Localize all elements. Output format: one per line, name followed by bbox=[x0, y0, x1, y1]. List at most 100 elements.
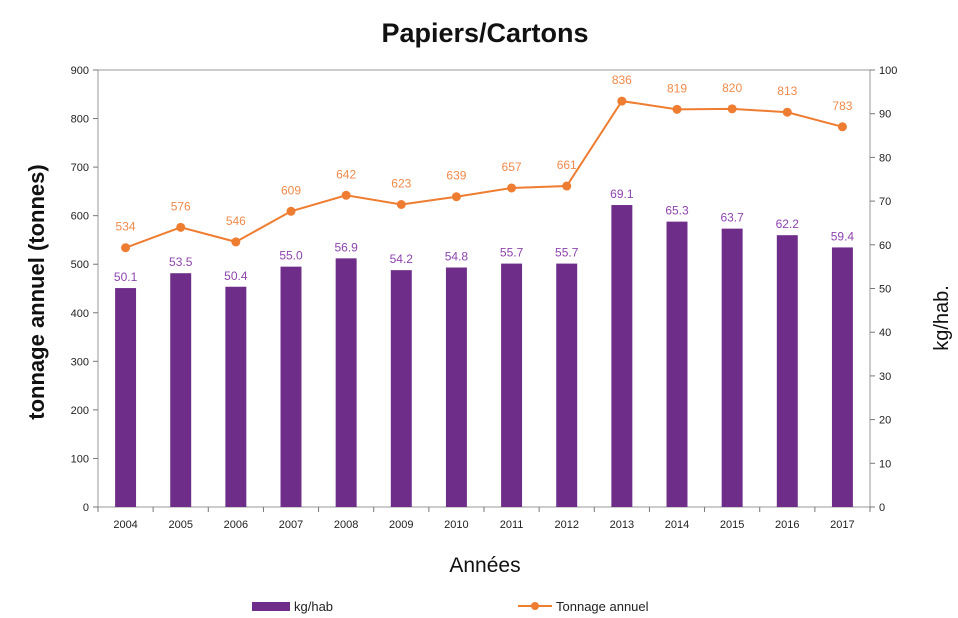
bar-value-label: 55.0 bbox=[279, 249, 303, 263]
bar-value-label: 65.3 bbox=[665, 204, 689, 218]
line-point bbox=[286, 206, 296, 216]
x-tick-label: 2007 bbox=[279, 519, 303, 531]
y-axis-right-title: kg/hab. bbox=[931, 285, 953, 351]
line-point bbox=[341, 190, 351, 200]
bar bbox=[611, 205, 633, 507]
bar bbox=[556, 263, 578, 507]
line-value-label: 642 bbox=[336, 167, 356, 181]
bar bbox=[501, 263, 523, 507]
x-tick-label: 2014 bbox=[665, 519, 689, 531]
legend-swatch-kg-hab bbox=[252, 602, 290, 611]
bar bbox=[666, 221, 688, 507]
legend-label-kg-hab: kg/hab bbox=[294, 599, 333, 614]
line-value-label: 576 bbox=[171, 199, 191, 213]
x-tick-label: 2015 bbox=[720, 519, 744, 531]
line-value-label: 820 bbox=[722, 81, 742, 95]
bar-value-label: 56.9 bbox=[334, 240, 358, 254]
bar-data-labels: 50.1 53.5 50.4 55.0 56.9 54.2 54.8 55.7 55.7 69.1… bbox=[114, 187, 855, 284]
line-point bbox=[782, 107, 792, 117]
line-value-label: 639 bbox=[446, 169, 466, 183]
bar bbox=[280, 266, 302, 507]
y-left-tick-label: 100 bbox=[71, 453, 89, 465]
line-value-label: 819 bbox=[667, 81, 687, 95]
line-point bbox=[231, 237, 241, 247]
bar bbox=[115, 288, 137, 507]
y-axis-left-title: tonnage annuel (tonnes) bbox=[24, 164, 49, 419]
x-tick-label: 2004 bbox=[113, 519, 137, 531]
bar bbox=[390, 270, 412, 507]
y-left-tick-label: 0 bbox=[83, 502, 89, 514]
line-data-labels: 534 576 546 609 642 623 639 657 661 836 819 820 813 7… bbox=[116, 73, 853, 234]
line-series-tonnage bbox=[121, 96, 847, 253]
y-left-tick-label: 600 bbox=[71, 211, 89, 223]
y-right-tick-label: 40 bbox=[879, 327, 891, 339]
x-axis: 2004 2005 2006 2007 2008 2009 2010 2011 2012 2013… bbox=[97, 507, 871, 531]
y-left-tick-label: 700 bbox=[71, 162, 89, 174]
y-right-tick-label: 60 bbox=[879, 240, 891, 252]
line-value-label: 623 bbox=[391, 176, 411, 190]
line-value-label: 534 bbox=[116, 220, 136, 234]
line-point bbox=[121, 243, 131, 253]
line-point bbox=[837, 122, 847, 132]
line-value-label: 783 bbox=[832, 99, 852, 113]
bar-value-label: 63.7 bbox=[720, 211, 744, 225]
bar bbox=[170, 273, 192, 507]
y-right-tick-label: 70 bbox=[879, 196, 891, 208]
x-tick-label: 2013 bbox=[610, 519, 634, 531]
line-path bbox=[125, 99, 843, 249]
y-right-tick-label: 100 bbox=[879, 65, 897, 77]
y-left-tick-label: 500 bbox=[71, 259, 89, 271]
y-right-tick-label: 90 bbox=[879, 109, 891, 121]
x-tick-label: 2011 bbox=[500, 519, 524, 531]
bar bbox=[721, 228, 743, 508]
y-axis-right: 0 10 20 30 40 50 60 70 80 90 100 bbox=[870, 65, 897, 514]
bar bbox=[225, 286, 247, 507]
legend: kg/hab Tonnage annuel bbox=[252, 599, 649, 614]
y-right-tick-label: 80 bbox=[879, 152, 891, 164]
bar-value-label: 69.1 bbox=[610, 187, 634, 201]
line-value-label: 661 bbox=[557, 158, 577, 172]
bar-value-label: 54.2 bbox=[390, 252, 414, 266]
plot-area bbox=[97, 69, 871, 508]
line-value-label: 609 bbox=[281, 183, 301, 197]
y-left-tick-label: 200 bbox=[71, 405, 89, 417]
bar-series-kg-hab bbox=[115, 205, 853, 508]
line-value-label: 546 bbox=[226, 214, 246, 228]
x-tick-label: 2017 bbox=[830, 519, 854, 531]
y-axis-left: 0 100 200 300 400 500 600 700 800 900 bbox=[71, 65, 98, 514]
legend-marker-tonnage bbox=[531, 602, 539, 610]
line-point bbox=[672, 104, 682, 114]
line-point bbox=[562, 181, 572, 191]
x-axis-title: Années bbox=[449, 554, 520, 577]
y-right-tick-label: 0 bbox=[879, 502, 885, 514]
x-tick-label: 2016 bbox=[775, 519, 799, 531]
chart-title: Papiers/Cartons bbox=[381, 18, 588, 48]
bar-value-label: 54.8 bbox=[445, 250, 469, 264]
x-tick-label: 2012 bbox=[554, 519, 578, 531]
x-tick-label: 2006 bbox=[224, 519, 248, 531]
line-point bbox=[176, 222, 186, 232]
legend-label-tonnage: Tonnage annuel bbox=[556, 599, 649, 614]
x-tick-label: 2005 bbox=[168, 519, 192, 531]
y-right-tick-label: 10 bbox=[879, 458, 891, 470]
bar-value-label: 53.5 bbox=[169, 255, 193, 269]
line-point bbox=[396, 199, 406, 209]
x-tick-label: 2010 bbox=[444, 519, 468, 531]
line-value-label: 836 bbox=[612, 73, 632, 87]
bar bbox=[335, 258, 357, 507]
bar-value-label: 62.2 bbox=[776, 217, 800, 231]
y-left-tick-label: 300 bbox=[71, 356, 89, 368]
y-left-tick-label: 400 bbox=[71, 308, 89, 320]
y-right-tick-label: 50 bbox=[879, 284, 891, 296]
line-point bbox=[451, 192, 461, 202]
y-left-tick-label: 800 bbox=[71, 114, 89, 126]
line-value-label: 657 bbox=[502, 160, 522, 174]
bar-value-label: 59.4 bbox=[831, 229, 855, 243]
y-right-tick-label: 30 bbox=[879, 371, 891, 383]
x-tick-label: 2008 bbox=[334, 519, 358, 531]
bar-value-label: 50.1 bbox=[114, 270, 138, 284]
bar bbox=[776, 235, 798, 507]
bar-value-label: 55.7 bbox=[555, 246, 579, 260]
y-right-tick-label: 20 bbox=[879, 415, 891, 427]
